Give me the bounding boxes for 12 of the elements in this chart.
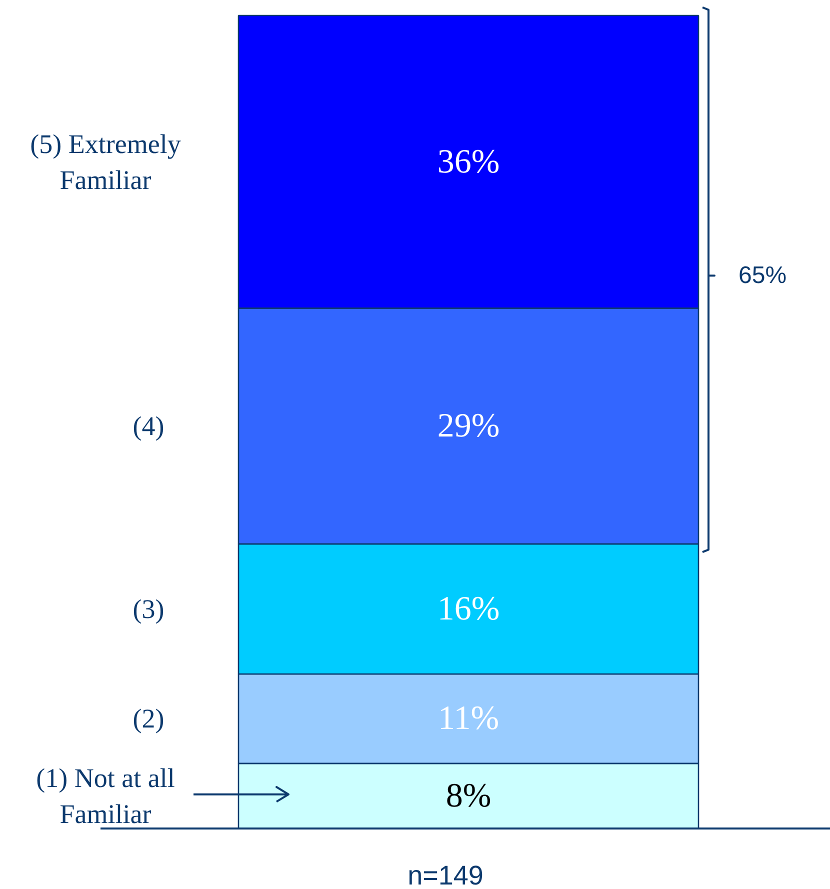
data-label: 16%	[437, 590, 500, 628]
text: (3)	[132, 594, 164, 624]
text: 65%	[738, 262, 787, 290]
data-label: 36%	[437, 143, 500, 180]
text: (2)	[132, 704, 164, 734]
x-axis-title: n=149	[408, 860, 484, 889]
data-label: 8%	[446, 777, 492, 814]
data-label: 29%	[437, 408, 500, 445]
text: (5) Extremely Familiar	[30, 128, 182, 195]
legend-label: (1) Not at all Familiar	[36, 762, 175, 829]
text: (4)	[132, 411, 164, 442]
data-label: 11%	[438, 700, 500, 738]
